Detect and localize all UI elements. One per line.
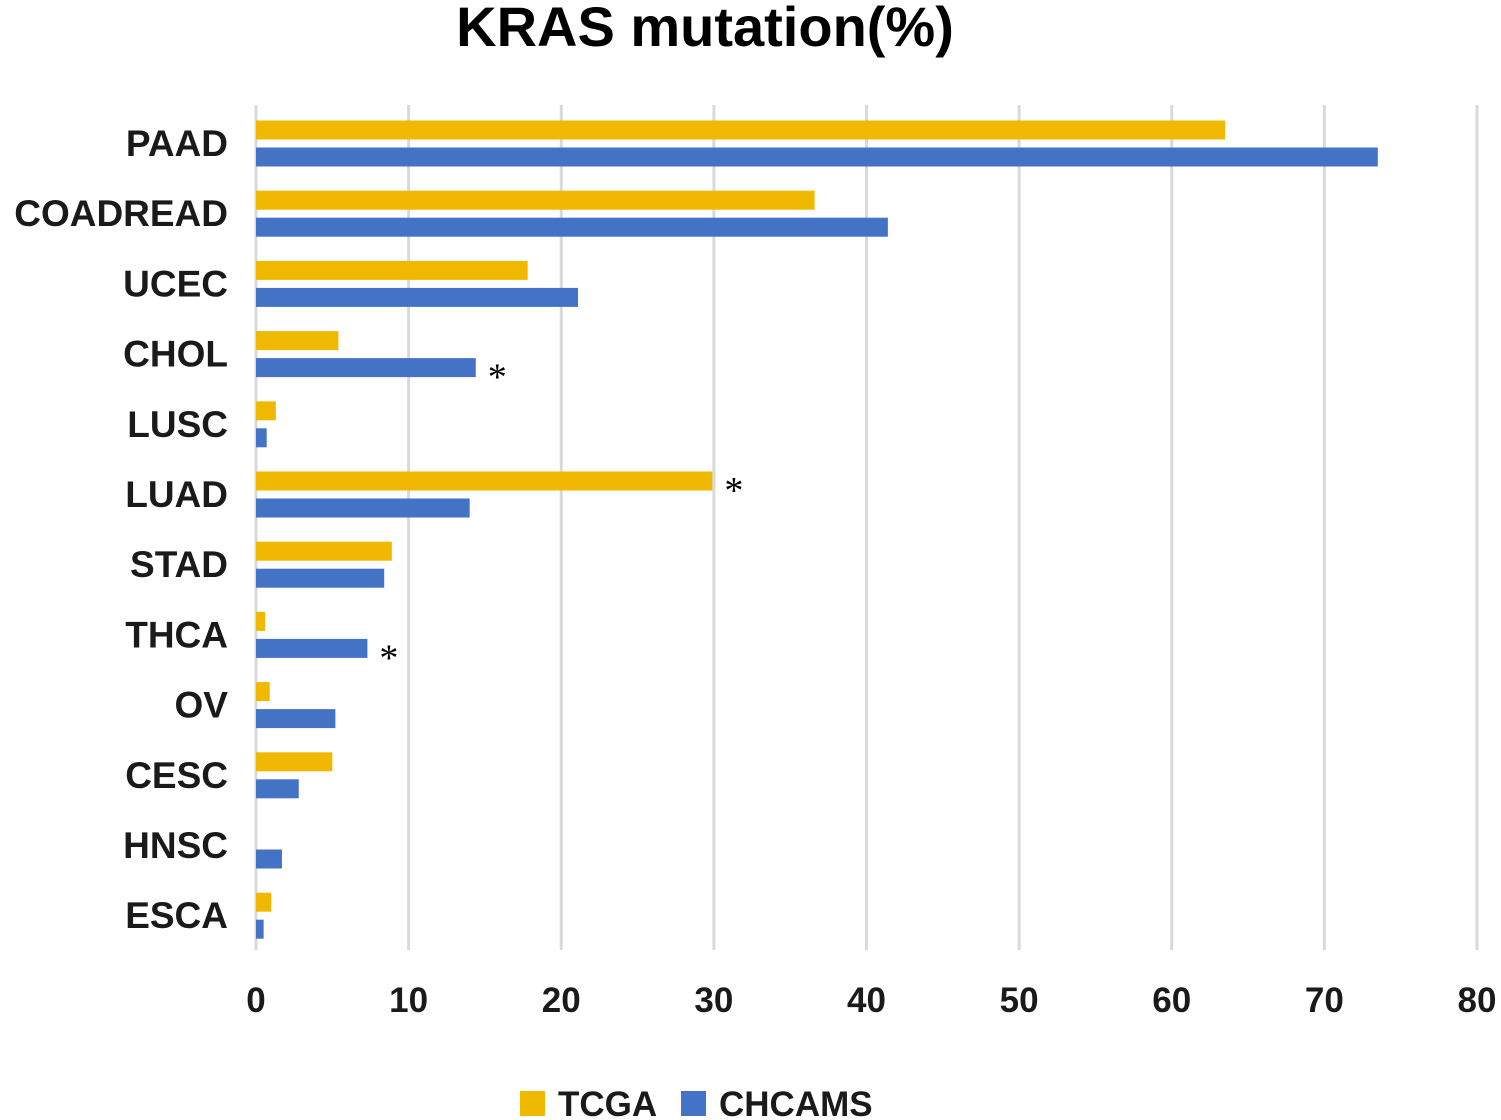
legend-label-chcams: CHCAMS bbox=[719, 1085, 873, 1120]
legend-swatch-chcams bbox=[681, 1091, 706, 1116]
bar-chcams-coadread bbox=[256, 217, 888, 237]
category-label-ov: OV bbox=[175, 685, 229, 726]
x-tick-label: 20 bbox=[542, 981, 581, 1020]
bar-chcams-chol bbox=[256, 358, 476, 378]
bar-chcams-lusc bbox=[256, 428, 267, 448]
x-tick-label: 80 bbox=[1458, 981, 1497, 1020]
category-label-chol: CHOL bbox=[123, 334, 228, 375]
category-label-paad: PAAD bbox=[126, 123, 228, 164]
bar-chcams-luad bbox=[256, 498, 470, 518]
x-tick-label: 60 bbox=[1152, 981, 1191, 1020]
bar-tcga-coadread bbox=[256, 190, 815, 210]
bar-chcams-thca bbox=[256, 638, 368, 658]
x-tick-labels: 0 10 20 30 40 50 60 70 80 bbox=[246, 981, 1496, 1020]
category-label-esca: ESCA bbox=[125, 895, 228, 936]
x-tick-label: 50 bbox=[1000, 981, 1039, 1020]
x-tick-label: 40 bbox=[847, 981, 886, 1020]
bar-tcga-cesc bbox=[256, 752, 333, 772]
x-tick-label: 10 bbox=[389, 981, 428, 1020]
x-tick-label: 0 bbox=[246, 981, 265, 1020]
bar-chcams-hnsc bbox=[256, 849, 282, 869]
legend-swatch-tcga bbox=[520, 1091, 545, 1116]
x-tick-label: 70 bbox=[1305, 981, 1344, 1020]
category-label-coadread: COADREAD bbox=[14, 193, 228, 234]
bar-tcga-luad bbox=[256, 471, 713, 491]
bar-tcga-thca bbox=[256, 611, 266, 631]
bar-chcams-ov bbox=[256, 709, 336, 729]
bar-tcga-stad bbox=[256, 541, 392, 561]
bar-chcams-ucec bbox=[256, 287, 579, 307]
category-label-luad: LUAD bbox=[125, 474, 228, 515]
bar-tcga-esca bbox=[256, 892, 272, 912]
category-label-thca: THCA bbox=[125, 614, 228, 655]
significance-asterisk: * bbox=[488, 357, 507, 399]
gridlines bbox=[254, 105, 1479, 950]
bar-tcga-paad bbox=[256, 120, 1226, 140]
category-labels: PAAD COADREAD UCEC CHOL LUSC LUAD STAD THCA OV CE… bbox=[14, 123, 228, 936]
legend-label-tcga: TCGA bbox=[558, 1085, 657, 1120]
category-label-ucec: UCEC bbox=[123, 263, 228, 304]
significance-annotations: * * * bbox=[379, 357, 743, 680]
category-label-hnsc: HNSC bbox=[123, 825, 228, 866]
bar-chcams-paad bbox=[256, 147, 1378, 167]
bar-chcams-cesc bbox=[256, 779, 299, 799]
bar-tcga-ov bbox=[256, 682, 270, 702]
category-label-stad: STAD bbox=[130, 544, 228, 585]
bar-tcga-lusc bbox=[256, 401, 276, 421]
bar-tcga-chol bbox=[256, 331, 339, 351]
chart-title: KRAS mutation(%) bbox=[456, 0, 954, 58]
legend: TCGA CHCAMS bbox=[520, 1085, 873, 1120]
significance-asterisk: * bbox=[724, 470, 743, 512]
significance-asterisk: * bbox=[379, 637, 398, 679]
bar-tcga-ucec bbox=[256, 260, 528, 280]
bars bbox=[256, 120, 1378, 939]
x-tick-label: 30 bbox=[694, 981, 733, 1020]
bar-chcams-stad bbox=[256, 568, 385, 588]
category-label-cesc: CESC bbox=[125, 755, 228, 796]
category-label-lusc: LUSC bbox=[127, 404, 228, 445]
bar-chcams-esca bbox=[256, 919, 264, 939]
